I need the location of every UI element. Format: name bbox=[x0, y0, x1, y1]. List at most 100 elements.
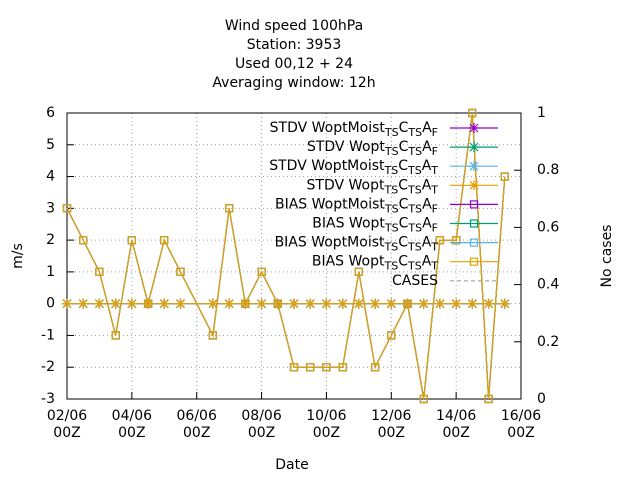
point bbox=[322, 363, 331, 372]
point bbox=[111, 331, 120, 340]
point bbox=[469, 200, 479, 209]
point bbox=[273, 299, 282, 308]
x-tick-label: 02/06 00Z bbox=[46, 408, 88, 441]
point bbox=[469, 238, 479, 247]
y-tick-label: -1 bbox=[41, 327, 55, 343]
point bbox=[306, 363, 315, 372]
point bbox=[469, 142, 479, 153]
point bbox=[94, 298, 105, 309]
y-tick-label: 5 bbox=[46, 137, 55, 153]
legend-label: STDV WoptTSCTSAT bbox=[307, 177, 439, 196]
point bbox=[225, 204, 234, 213]
legend-label: STDV WoptMoistTSCTSAF bbox=[270, 120, 438, 139]
point bbox=[176, 267, 185, 276]
point bbox=[256, 298, 267, 309]
point bbox=[143, 299, 153, 308]
series-line bbox=[66, 112, 506, 400]
y2-tick-label: 0.6 bbox=[537, 219, 559, 235]
point bbox=[499, 298, 510, 309]
chart-title: Averaging window: 12h bbox=[212, 75, 375, 91]
chart-title: Station: 3953 bbox=[247, 37, 342, 53]
y2-tick-label: 1 bbox=[537, 105, 546, 121]
y-tick-label: 0 bbox=[46, 296, 55, 312]
point bbox=[370, 363, 380, 372]
y-tick-label: -2 bbox=[41, 359, 55, 375]
y-tick-label: -3 bbox=[41, 391, 55, 407]
legend-label: BIAS WoptTSCTSAF bbox=[312, 216, 438, 235]
series-line bbox=[66, 112, 506, 400]
point bbox=[468, 108, 477, 118]
point bbox=[469, 123, 479, 133]
point bbox=[62, 204, 72, 213]
point bbox=[79, 236, 88, 245]
point bbox=[337, 298, 348, 309]
y-tick-label: 1 bbox=[46, 264, 55, 280]
point bbox=[469, 180, 479, 191]
point bbox=[110, 298, 121, 309]
point bbox=[338, 363, 347, 372]
point bbox=[126, 298, 137, 309]
y-tick-label: 4 bbox=[46, 169, 55, 185]
point bbox=[353, 298, 364, 309]
point bbox=[321, 298, 332, 309]
legend-label: CASES bbox=[392, 273, 438, 289]
legend-label: BIAS WoptMoistTSCTSAF bbox=[275, 196, 438, 215]
x-axis-label: Date bbox=[275, 457, 308, 473]
point bbox=[289, 298, 299, 309]
legend-label: STDV WoptTSCTSAF bbox=[307, 139, 438, 158]
x-tick-label: 04/06 00Z bbox=[111, 408, 153, 441]
x-tick-label: 12/06 00Z bbox=[371, 408, 412, 441]
point bbox=[354, 267, 363, 276]
point bbox=[467, 298, 478, 309]
y-axis-label: m/s bbox=[10, 243, 26, 269]
point bbox=[469, 257, 479, 266]
y2-tick-label: 0 bbox=[537, 391, 546, 407]
point bbox=[451, 298, 462, 309]
y2-tick-label: 0.4 bbox=[537, 277, 559, 293]
legend-label: STDV WoptMoistTSCTSAT bbox=[269, 158, 438, 177]
point bbox=[95, 267, 104, 276]
point bbox=[208, 331, 218, 340]
point bbox=[224, 298, 235, 309]
point bbox=[469, 219, 479, 228]
point bbox=[78, 298, 89, 309]
point bbox=[241, 299, 250, 308]
point bbox=[419, 394, 428, 404]
point bbox=[500, 172, 509, 181]
x-tick-label: 14/06 00Z bbox=[435, 408, 477, 441]
point bbox=[127, 236, 136, 245]
x-tick-label: 06/06 00Z bbox=[176, 408, 217, 441]
point bbox=[62, 298, 72, 309]
point bbox=[469, 161, 479, 172]
x-tick-label: 16/06 00Z bbox=[500, 408, 542, 441]
series-line bbox=[66, 112, 506, 400]
y-tick-label: 6 bbox=[46, 105, 55, 121]
y2-axis-label: No cases bbox=[599, 225, 615, 288]
series-line bbox=[66, 112, 506, 400]
point bbox=[160, 236, 169, 245]
point bbox=[387, 331, 396, 340]
point bbox=[305, 298, 316, 309]
plot-frame bbox=[66, 112, 522, 400]
point bbox=[434, 298, 445, 309]
legend-label: BIAS WoptMoistTSCTSAT bbox=[275, 235, 439, 254]
y-tick-label: 2 bbox=[46, 232, 55, 248]
y2-tick-label: 0.8 bbox=[537, 162, 559, 178]
point bbox=[452, 236, 461, 245]
y-tick-label: 3 bbox=[46, 200, 55, 216]
point bbox=[403, 299, 412, 308]
chart-title: Wind speed 100hPa bbox=[225, 18, 363, 34]
x-tick-label: 08/06 00Z bbox=[241, 408, 282, 441]
point bbox=[159, 298, 170, 309]
legend-label: BIAS WoptTSCTSAT bbox=[312, 254, 438, 273]
point bbox=[207, 298, 218, 309]
point bbox=[289, 363, 299, 372]
point bbox=[418, 298, 429, 309]
point bbox=[370, 298, 381, 309]
y2-tick-label: 0.2 bbox=[537, 334, 559, 350]
point bbox=[257, 267, 266, 276]
point bbox=[175, 298, 186, 309]
point bbox=[484, 394, 493, 404]
